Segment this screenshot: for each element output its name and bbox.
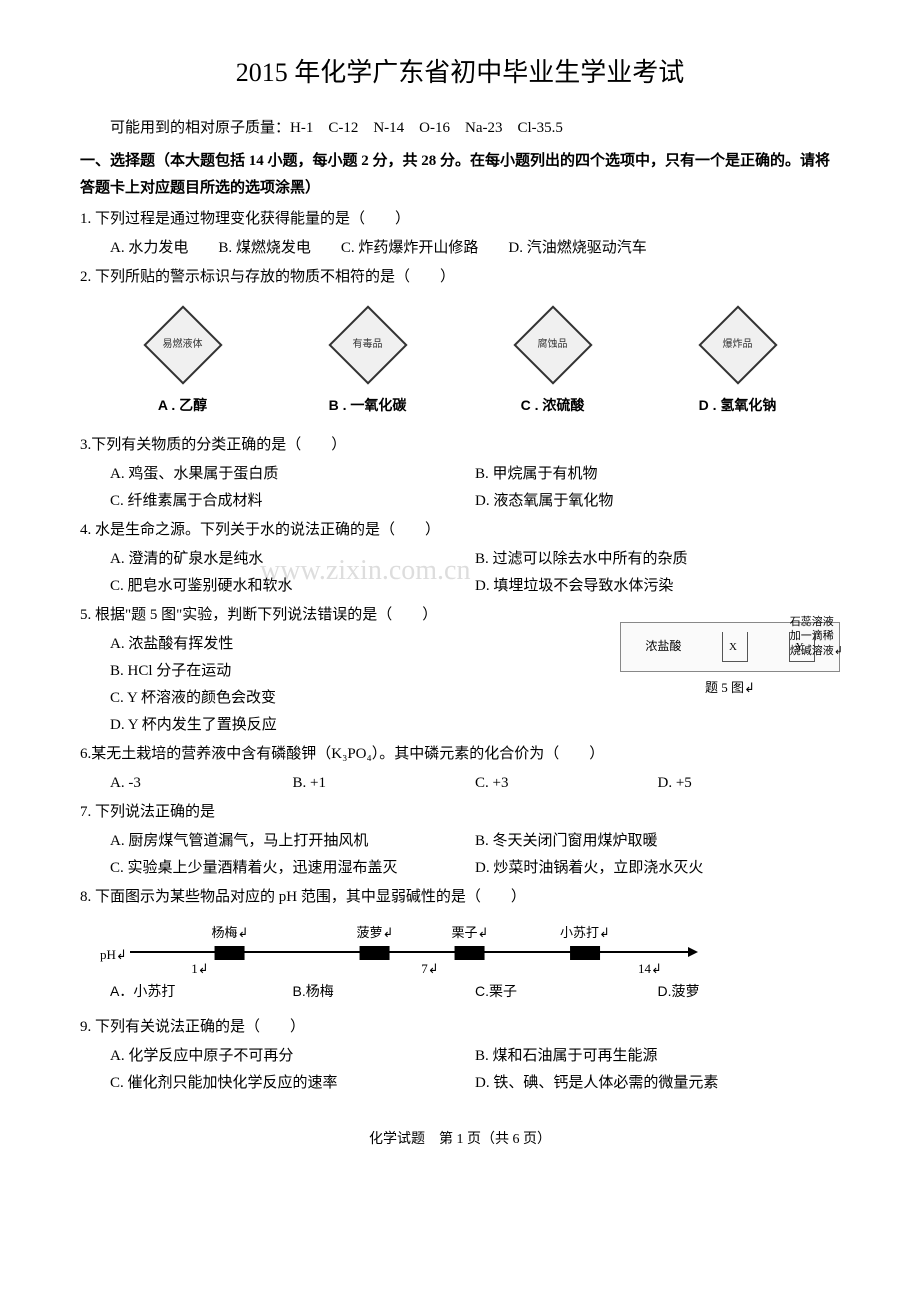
q8-text: 8. 下面图示为某些物品对应的 pH 范围，其中显弱碱性的是（ ） [80,884,840,911]
q3-text: 3.下列有关物质的分类正确的是（ ） [80,432,840,459]
q3-opt-b: B. 甲烷属于有机物 [475,461,840,488]
sign-b-label: B . 一氧化碳 [275,393,460,418]
q4-opt-b: B. 过滤可以除去水中所有的杂质 [475,546,840,573]
diamond-d: 爆炸品 [698,305,778,385]
q4-opt-c: C. 肥皂水可鉴别硬水和软水 [110,573,475,600]
question-8: 8. 下面图示为某些物品对应的 pH 范围，其中显弱碱性的是（ ） pH↲ 杨梅… [80,884,840,1004]
q6-opt-b: B. +1 [293,770,476,797]
ph-tick-1: 1↲ [191,957,208,980]
ph-item-lizi: 栗子↲ [452,921,489,960]
sign-d: 爆炸品 D . 氢氧化钠 [645,305,830,418]
sign-d-label: D . 氢氧化钠 [645,393,830,418]
question-1: 1. 下列过程是通过物理变化获得能量的是（ ） A. 水力发电 B. 煤燃烧发电… [80,206,840,262]
q6-text: 6.某无土栽培的营养液中含有磷酸钾（K₃PO₄）。其中磷元素的化合价为（ ） [80,741,840,768]
q3-opt-d: D. 液态氧属于氧化物 [475,488,840,515]
warning-signs-row: 易燃液体 A . 乙醇 有毒品 B . 一氧化碳 腐蚀品 C . 浓硫酸 爆炸品… [80,305,840,418]
question-7: 7. 下列说法正确的是 A. 厨房煤气管道漏气，马上打开抽风机 B. 冬天关闭门… [80,799,840,882]
sign-c-inner: 腐蚀品 [538,336,568,354]
q6-opt-a: A. -3 [110,770,293,797]
ph-item-xiaosuda: 小苏打↲ [560,921,610,960]
q9-opt-b: B. 煤和石油属于可再生能源 [475,1043,840,1070]
q8-opt-c: C.栗子 [475,979,658,1004]
question-3: 3.下列有关物质的分类正确的是（ ） A. 鸡蛋、水果属于蛋白质 B. 甲烷属于… [80,432,840,515]
beaker-x: X [722,632,748,662]
q1-text: 1. 下列过程是通过物理变化获得能量的是（ ） [80,206,840,233]
sign-a-inner: 易燃液体 [163,336,203,354]
q9-text: 9. 下列有关说法正确的是（ ） [80,1014,840,1041]
q5-right-labels: 石蕊溶液 加一滴稀 烧碱溶液↲ [790,615,843,658]
q5-caption: 题 5 图↲ [620,676,840,699]
q1-opt-d: D. 汽油燃烧驱动汽车 [508,235,646,262]
q8-opt-a: A．小苏打 [110,979,293,1004]
sign-c: 腐蚀品 C . 浓硫酸 [460,305,645,418]
q9-opt-c: C. 催化剂只能加快化学反应的速率 [110,1070,475,1097]
q3-opt-a: A. 鸡蛋、水果属于蛋白质 [110,461,475,488]
ph-item-yangmei: 杨梅↲ [212,921,249,960]
ph-tick-14: 14↲ [638,957,662,980]
q6-opt-d: D. +5 [658,770,841,797]
q9-opt-d: D. 铁、碘、钙是人体必需的微量元素 [475,1070,840,1097]
q7-opt-a: A. 厨房煤气管道漏气，马上打开抽风机 [110,828,475,855]
diamond-a: 易燃液体 [143,305,223,385]
q7-text: 7. 下列说法正确的是 [80,799,840,826]
q8-opt-d: D.菠萝 [658,979,841,1004]
q6-opt-c: C. +3 [475,770,658,797]
diamond-c: 腐蚀品 [513,305,593,385]
q2-text: 2. 下列所贴的警示标识与存放的物质不相符的是（ ） [80,264,840,291]
q1-opt-c: C. 炸药爆炸开山修路 [341,235,479,262]
question-5: 5. 根据"题 5 图"实验，判断下列说法错误的是（ ） A. 浓盐酸有挥发性 … [80,602,840,739]
sign-a-label: A . 乙醇 [90,393,275,418]
page-title: 2015 年化学广东省初中毕业生学业考试 [80,50,840,97]
sign-d-inner: 爆炸品 [723,336,753,354]
atomic-mass-info: 可能用到的相对原子质量：H-1 C-12 N-14 O-16 Na-23 Cl-… [80,115,840,142]
sign-b: 有毒品 B . 一氧化碳 [275,305,460,418]
q7-opt-d: D. 炒菜时油锅着火，立即浇水灭火 [475,855,840,882]
q7-opt-b: B. 冬天关闭门窗用煤炉取暖 [475,828,840,855]
ph-tick-7: 7↲ [421,957,438,980]
ph-y-label: pH↲ [100,943,127,966]
diamond-b: 有毒品 [328,305,408,385]
sign-a: 易燃液体 A . 乙醇 [90,305,275,418]
q5-opt-d: D. Y 杯内发生了置换反应 [110,712,840,739]
q4-opt-d: D. 填埋垃圾不会导致水体污染 [475,573,840,600]
section-1-header: 一、选择题（本大题包括 14 小题，每小题 2 分，共 28 分。在每小题列出的… [80,148,840,202]
question-6: 6.某无土栽培的营养液中含有磷酸钾（K₃PO₄）。其中磷元素的化合价为（ ） A… [80,741,840,797]
ph-item-boluo: 菠萝↲ [357,921,394,960]
question-4: 4. 水是生命之源。下列关于水的说法正确的是（ ） www.zixin.com.… [80,517,840,600]
q9-opt-a: A. 化学反应中原子不可再分 [110,1043,475,1070]
q8-opt-b: B.杨梅 [293,979,476,1004]
q3-opt-c: C. 纤维素属于合成材料 [110,488,475,515]
page-footer: 化学试题 第 1 页（共 6 页） [80,1127,840,1152]
sign-c-label: C . 浓硫酸 [460,393,645,418]
q4-opt-a: A. 澄清的矿泉水是纯水 [110,546,475,573]
sign-b-inner: 有毒品 [353,336,383,354]
q1-opt-a: A. 水力发电 [110,235,188,262]
ph-scale-figure: pH↲ 杨梅↲ 菠萝↲ 栗子↲ 小苏打↲ 1↲ 7↲ 14↲ A．小苏打 B.杨… [80,921,840,1004]
question-2: 2. 下列所贴的警示标识与存放的物质不相符的是（ ） 易燃液体 A . 乙醇 有… [80,264,840,418]
q4-text: 4. 水是生命之源。下列关于水的说法正确的是（ ） [80,517,840,544]
q5-acid-label: 浓盐酸 [645,636,681,658]
q1-opt-b: B. 煤燃烧发电 [218,235,311,262]
q5-figure: 浓盐酸 X Y 石蕊溶液 加一滴稀 烧碱溶液↲ 题 5 图↲ [620,622,840,699]
q7-opt-c: C. 实验桌上少量酒精着火，迅速用湿布盖灭 [110,855,475,882]
question-9: 9. 下列有关说法正确的是（ ） A. 化学反应中原子不可再分 B. 煤和石油属… [80,1014,840,1097]
